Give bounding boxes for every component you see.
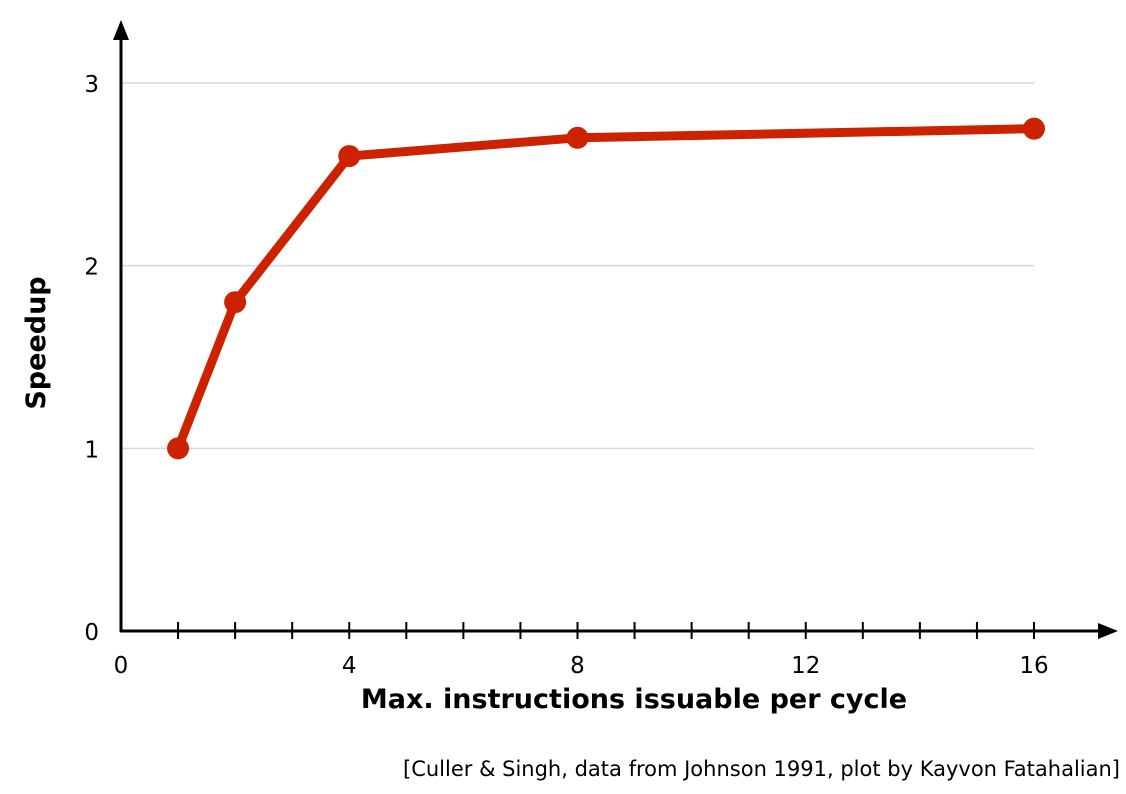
y-axis-title: Speedup xyxy=(21,276,52,409)
x-tick-label-8: 8 xyxy=(570,653,585,679)
axes xyxy=(113,20,1118,639)
y-tick-label-3: 3 xyxy=(84,72,99,98)
x-axis-title: Max. instructions issuable per cycle xyxy=(361,684,907,715)
y-tick-label-0: 0 xyxy=(84,620,99,646)
gridlines xyxy=(121,82,1034,450)
x-axis-arrow xyxy=(1098,623,1118,639)
x-tick-label-12: 12 xyxy=(791,653,820,679)
x-tick-label-4: 4 xyxy=(342,653,357,679)
data-point-x4 xyxy=(338,145,361,168)
data-point-x2 xyxy=(224,291,247,314)
x-tick-label-0: 0 xyxy=(114,653,129,679)
series-line-0 xyxy=(173,124,1039,453)
data-point-x8 xyxy=(566,126,589,149)
data-point-x16 xyxy=(1023,117,1045,140)
y-tick-label-1: 1 xyxy=(84,437,99,463)
series xyxy=(167,117,1045,460)
x-tick-label-16: 16 xyxy=(1019,653,1048,679)
source-credit: [Culler & Singh, data from Johnson 1991,… xyxy=(403,757,1120,781)
y-axis-arrow xyxy=(113,20,129,40)
y-tick-label-2: 2 xyxy=(84,255,99,281)
data-point-x1 xyxy=(167,437,190,460)
